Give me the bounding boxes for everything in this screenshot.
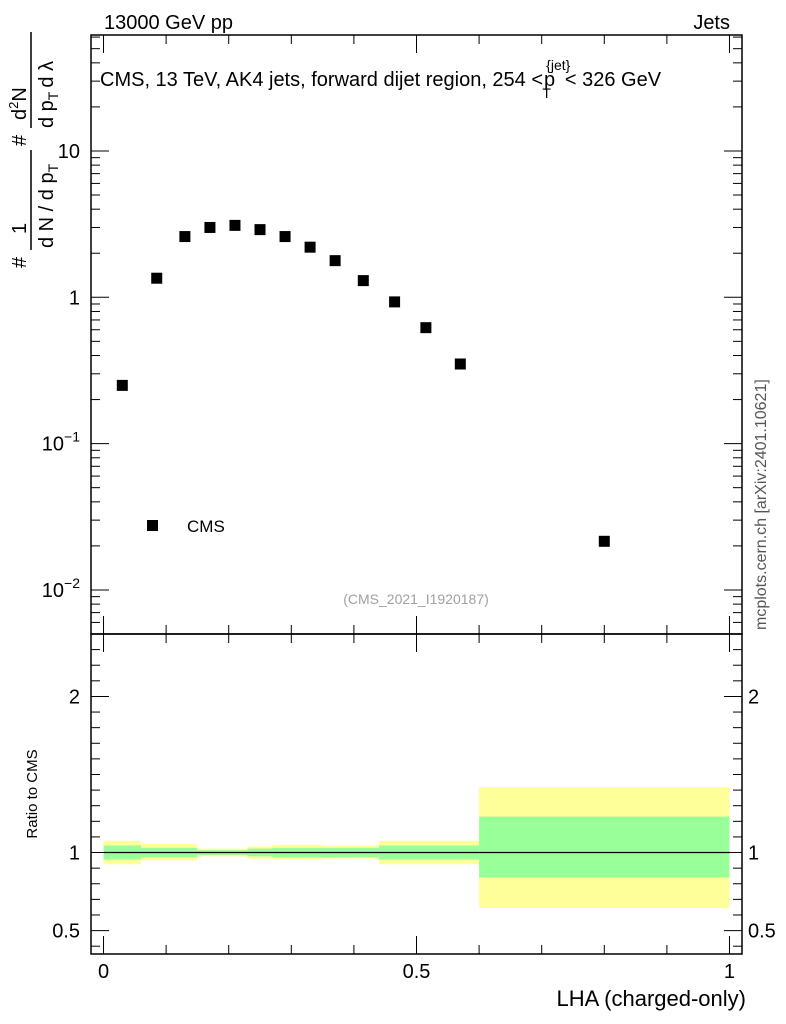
y-tick-label: 10−2 — [42, 575, 80, 602]
y-label-denom: d N / d pT — [36, 163, 61, 248]
ratio-y-tick-label-right: 1 — [748, 843, 759, 865]
data-point — [420, 322, 432, 334]
ratio-y-tick-label-left: 1 — [69, 843, 80, 865]
y-label-den2: d pTd λ — [36, 61, 61, 128]
y-axis-label: # 1 d N / d pT # d2N d pTd λ — [6, 32, 61, 268]
analysis-tag: (CMS_2021_I1920187) — [343, 591, 489, 607]
data-point — [151, 272, 163, 284]
data-point — [254, 224, 266, 236]
side-label: mcplots.cern.ch [arXiv:2401.10621] — [753, 379, 770, 630]
data-point — [229, 219, 241, 231]
main-panel-frame — [90, 34, 743, 635]
y-label-hash1: # — [9, 256, 31, 268]
y-label-num2: d2N — [6, 87, 31, 120]
category-label: Jets — [693, 12, 730, 34]
data-point — [179, 231, 191, 243]
data-point — [454, 358, 466, 370]
ratio-y-tick-label-right: 0.5 — [748, 921, 776, 943]
plot-title-tail: < 326 GeV — [565, 69, 662, 91]
data-point — [598, 535, 610, 547]
legend-label: CMS — [187, 517, 225, 536]
ratio-band-inner — [479, 816, 730, 878]
y-tick-label: 10 — [58, 141, 80, 163]
plot-title-sub: T — [542, 85, 551, 101]
x-tick-label: 1 — [724, 961, 735, 983]
main-panel-points — [116, 219, 610, 547]
ratio-y-tick-label-right: 2 — [748, 686, 759, 708]
ratio-y-tick-label-left: 0.5 — [52, 921, 80, 943]
y-label-hash2: # — [9, 134, 31, 146]
plot-title-sup: {jet} — [546, 57, 570, 73]
x-tick-label: 0.5 — [403, 961, 431, 983]
x-axis-label: LHA (charged-only) — [556, 986, 746, 1011]
y-label-one: 1 — [9, 223, 31, 234]
main-panel-axes: 10−2 10−1 1 10 — [42, 34, 743, 635]
plot-title: CMS, 13 TeV, AK4 jets, forward dijet reg… — [100, 57, 662, 101]
ratio-panel-bands — [103, 786, 730, 908]
data-point — [304, 241, 316, 253]
ratio-panel-axes: 0.5 0.5 1 1 2 2 0 0.5 1 — [52, 633, 776, 983]
data-point — [204, 221, 216, 233]
ratio-axis-label: Ratio to CMS — [24, 749, 41, 838]
y-tick-label: 10−1 — [42, 429, 80, 456]
y-tick-label: 1 — [69, 287, 80, 309]
data-point — [329, 255, 341, 267]
x-tick-label: 0 — [98, 961, 109, 983]
legend-marker — [147, 520, 158, 531]
data-point — [389, 296, 401, 308]
data-point — [116, 379, 128, 391]
data-point — [279, 231, 291, 243]
data-point — [357, 275, 369, 287]
energy-label: 13000 GeV pp — [104, 12, 233, 34]
ratio-y-tick-label-left: 2 — [69, 686, 80, 708]
plot-title-p: p — [544, 69, 555, 91]
plot-title-main: CMS, 13 TeV, AK4 jets, forward dijet reg… — [100, 69, 543, 91]
